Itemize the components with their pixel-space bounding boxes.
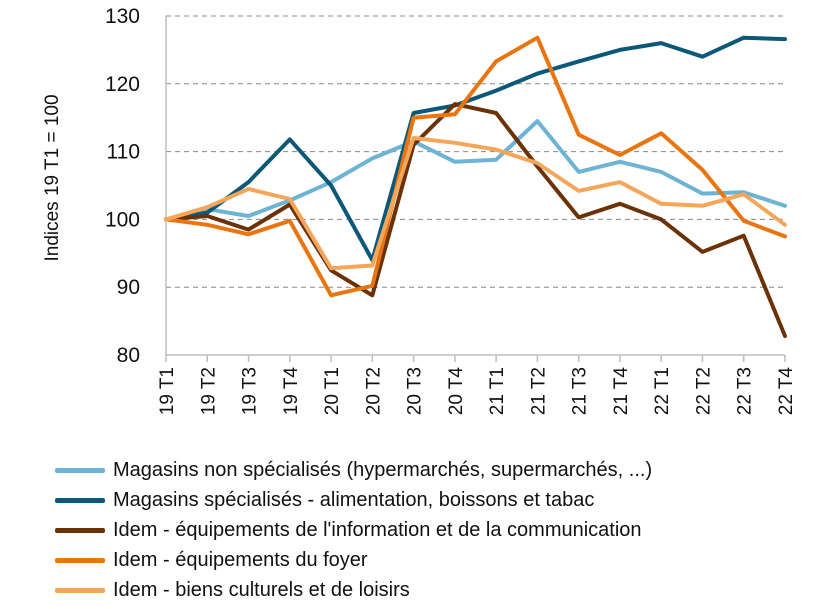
y-tick-label: 90: [117, 276, 140, 299]
legend-item: Idem - biens culturels et de loisirs: [55, 575, 652, 605]
legend-label: Idem - équipements de l'information et d…: [113, 518, 642, 541]
legend-item: Idem - équipements du foyer: [55, 545, 652, 575]
y-tick-label: 80: [117, 344, 140, 367]
line-chart: 80 90 100 110 120 130 19 T1 19 T2 19 T3 19 T4 20 …: [42, 5, 797, 416]
gridlines: [166, 15, 785, 288]
x-tick-label: 19 T4: [281, 367, 302, 416]
y-tick-label: 120: [105, 73, 140, 96]
series-line-4: [164, 35, 787, 298]
legend-swatch: [55, 587, 105, 593]
x-tick-label: 22 T1: [652, 367, 673, 415]
y-tick-label: 130: [105, 5, 140, 28]
legend-label: Magasins non spécialisés (hypermarchés, …: [113, 458, 653, 481]
x-tick-label: 21 T1: [487, 367, 508, 415]
x-tick-label: 19 T1: [157, 367, 178, 415]
legend-label: Magasins spécialisés - alimentation, boi…: [113, 488, 595, 511]
series-line-3: [164, 102, 787, 338]
x-tick-label: 22 T4: [776, 367, 797, 416]
x-tick-label: 22 T3: [735, 367, 756, 415]
x-tick-label: 19 T3: [240, 367, 261, 415]
legend-swatch: [55, 557, 105, 563]
series-line-1: [164, 119, 787, 222]
series-line-5: [164, 136, 787, 271]
legend-label: Idem - équipements du foyer: [113, 548, 368, 571]
series-lines: [164, 35, 787, 338]
x-tick-label: 21 T3: [570, 367, 591, 415]
y-tick-labels: 80 90 100 110 120 130: [105, 5, 140, 367]
x-tick-labels: 19 T1 19 T2 19 T3 19 T4 20 T1 20 T2 20 T3 20 T4…: [157, 367, 797, 416]
y-tick-label: 110: [107, 141, 140, 164]
x-tick-label: 19 T2: [198, 367, 219, 415]
legend: Magasins non spécialisés (hypermarchés, …: [55, 455, 652, 605]
legend-item: Magasins spécialisés - alimentation, boi…: [55, 485, 652, 515]
y-axis-label: Indices 19 T1 = 100: [42, 94, 63, 261]
series-line-2: [164, 35, 787, 263]
legend-item: Idem - équipements de l'information et d…: [55, 515, 652, 545]
legend-swatch: [55, 527, 105, 533]
x-tick-label: 20 T2: [363, 367, 384, 415]
legend-item: Magasins non spécialisés (hypermarchés, …: [55, 455, 652, 485]
x-tick-label: 20 T4: [446, 367, 467, 416]
legend-label: Idem - biens culturels et de loisirs: [113, 578, 410, 601]
x-tick-label: 21 T4: [611, 367, 632, 416]
x-tick-label: 22 T2: [693, 367, 714, 415]
y-tick-label: 100: [105, 208, 140, 231]
x-tick-label: 20 T3: [405, 367, 426, 415]
x-tick-label: 21 T2: [528, 367, 549, 415]
legend-swatch: [55, 497, 105, 503]
legend-swatch: [55, 467, 105, 473]
axes: [165, 16, 786, 362]
x-tick-label: 20 T1: [322, 367, 343, 415]
